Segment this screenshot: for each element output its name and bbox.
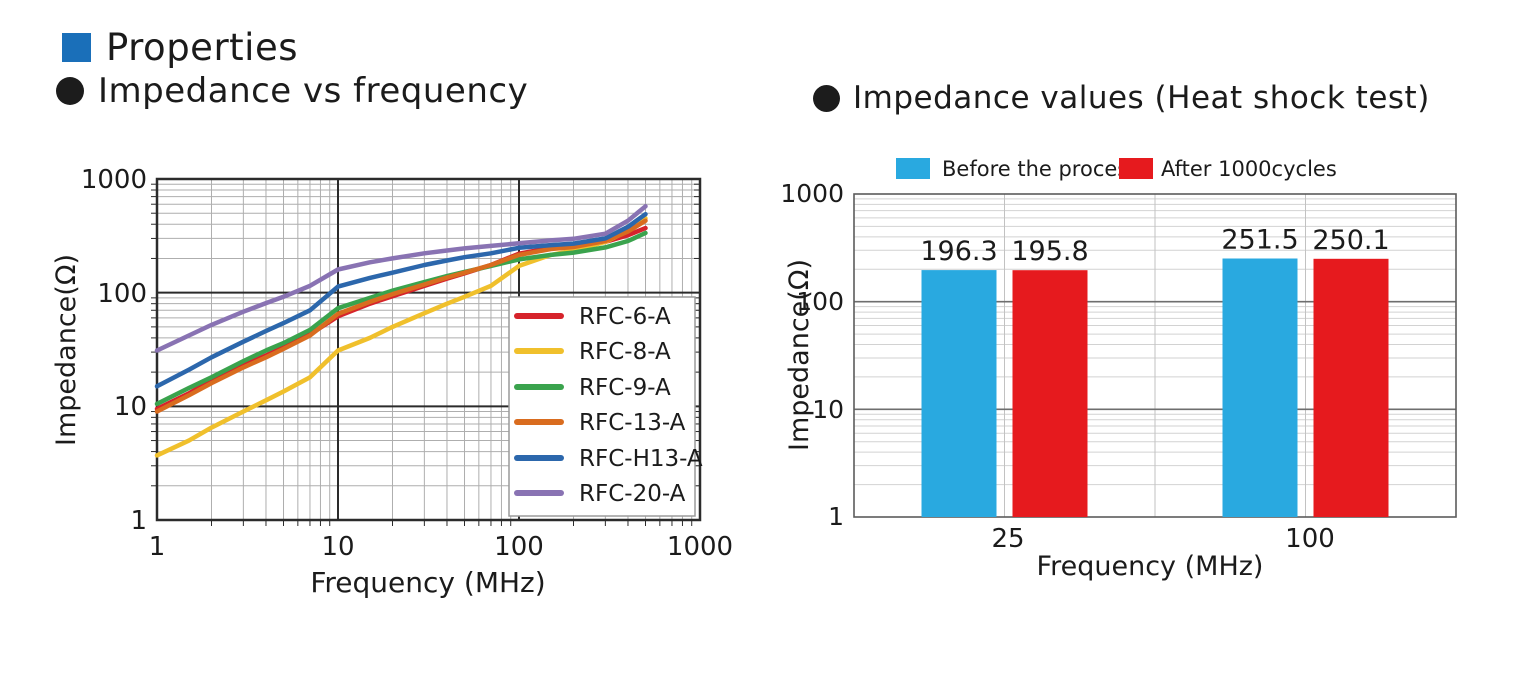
- legend-swatch-before: [896, 158, 930, 179]
- legend-label: RFC-8-A: [579, 339, 671, 365]
- bar-value-label: 195.8: [1011, 236, 1088, 267]
- y-tick-label: 100: [97, 279, 147, 309]
- x-tick-label: 100: [494, 532, 544, 562]
- right-chart-heading: Impedance values (Heat shock test): [813, 80, 1430, 116]
- legend-label: RFC-6-A: [579, 304, 671, 330]
- series-line-RFC-9-A: [154, 230, 648, 407]
- line-chart-labels: 1000 100 10 1 1 10 100 1000 Frequency (M…: [51, 165, 733, 599]
- right-chart-title: Impedance values (Heat shock test): [853, 80, 1430, 116]
- x-category-label: 25: [991, 524, 1024, 554]
- bar-chart-bars: [921, 258, 1389, 517]
- bar-Before the process-100MHz: [1222, 258, 1298, 517]
- bar-Before the process-25MHz: [921, 270, 997, 517]
- line-chart-legend: RFC-6-A RFC-8-A RFC-9-A RFC-13-A RFC-H13…: [508, 296, 703, 517]
- legend-box: [508, 296, 696, 517]
- line-chart-curves: [154, 204, 648, 458]
- legend-label: RFC-20-A: [579, 481, 686, 507]
- bar-chart-labels: 1000 100 10 1 25 100 Frequency (MHz) Imp…: [780, 179, 1334, 582]
- legend-label: RFC-13-A: [579, 410, 686, 436]
- x-category-label: 100: [1285, 524, 1335, 554]
- bullet-icon: [56, 77, 84, 105]
- left-chart-heading: Impedance vs frequency: [56, 71, 528, 111]
- x-axis-title: Frequency (MHz): [1037, 551, 1264, 582]
- left-chart-title: Impedance vs frequency: [98, 71, 529, 111]
- properties-title: Properties: [106, 26, 298, 69]
- y-tick-label: 1: [828, 502, 844, 531]
- bar-value-labels: 196.3 195.8 251.5 250.1: [920, 225, 1389, 268]
- plot-border: [853, 193, 1457, 518]
- series-line-RFC-H13-A: [154, 211, 648, 389]
- y-tick-label: 1000: [780, 179, 844, 208]
- bar-chart-legend: Before the process After 1000cycles: [896, 157, 1337, 181]
- series-line-RFC-20-A: [154, 204, 648, 353]
- bar-After 1000cycles-25MHz: [1012, 270, 1088, 517]
- heat-shock-bar-chart: 196.3 195.8 251.5 250.1 1000 100 10 1 25 10…: [780, 157, 1457, 582]
- x-tick-label: 1: [149, 532, 166, 562]
- x-tick-label: 10: [321, 532, 354, 562]
- series-line-RFC-13-A: [154, 218, 648, 414]
- bar-value-label: 250.1: [1312, 225, 1389, 256]
- impedance-frequency-line-chart: 1000 100 10 1 1 10 100 1000 Frequency (M…: [51, 165, 733, 599]
- y-axis-title: Impedance(Ω): [784, 259, 815, 451]
- bar-After 1000cycles-100MHz: [1313, 258, 1389, 517]
- y-axis-title: Impedance(Ω): [51, 254, 82, 446]
- bar-value-label: 251.5: [1221, 225, 1298, 256]
- y-tick-label: 10: [812, 395, 844, 424]
- y-tick-label: 1000: [81, 165, 147, 195]
- legend-label: After 1000cycles: [1161, 157, 1337, 181]
- legend-label: Before the process: [942, 157, 1139, 181]
- legend-swatch-after: [1119, 158, 1153, 179]
- y-tick-label: 10: [114, 392, 147, 422]
- x-tick-label: 1000: [667, 532, 733, 562]
- blue-square-icon: [62, 33, 91, 62]
- bullet-icon: [813, 84, 840, 112]
- x-axis-title: Frequency (MHz): [310, 566, 545, 599]
- legend-swatches: [514, 313, 564, 496]
- legend-label: RFC-H13-A: [579, 446, 703, 472]
- y-tick-label: 1: [130, 506, 147, 536]
- legend-label: RFC-9-A: [579, 375, 671, 401]
- y-tick-label: 100: [796, 287, 844, 316]
- bar-value-label: 196.3: [920, 236, 997, 267]
- properties-header: Properties: [62, 26, 298, 69]
